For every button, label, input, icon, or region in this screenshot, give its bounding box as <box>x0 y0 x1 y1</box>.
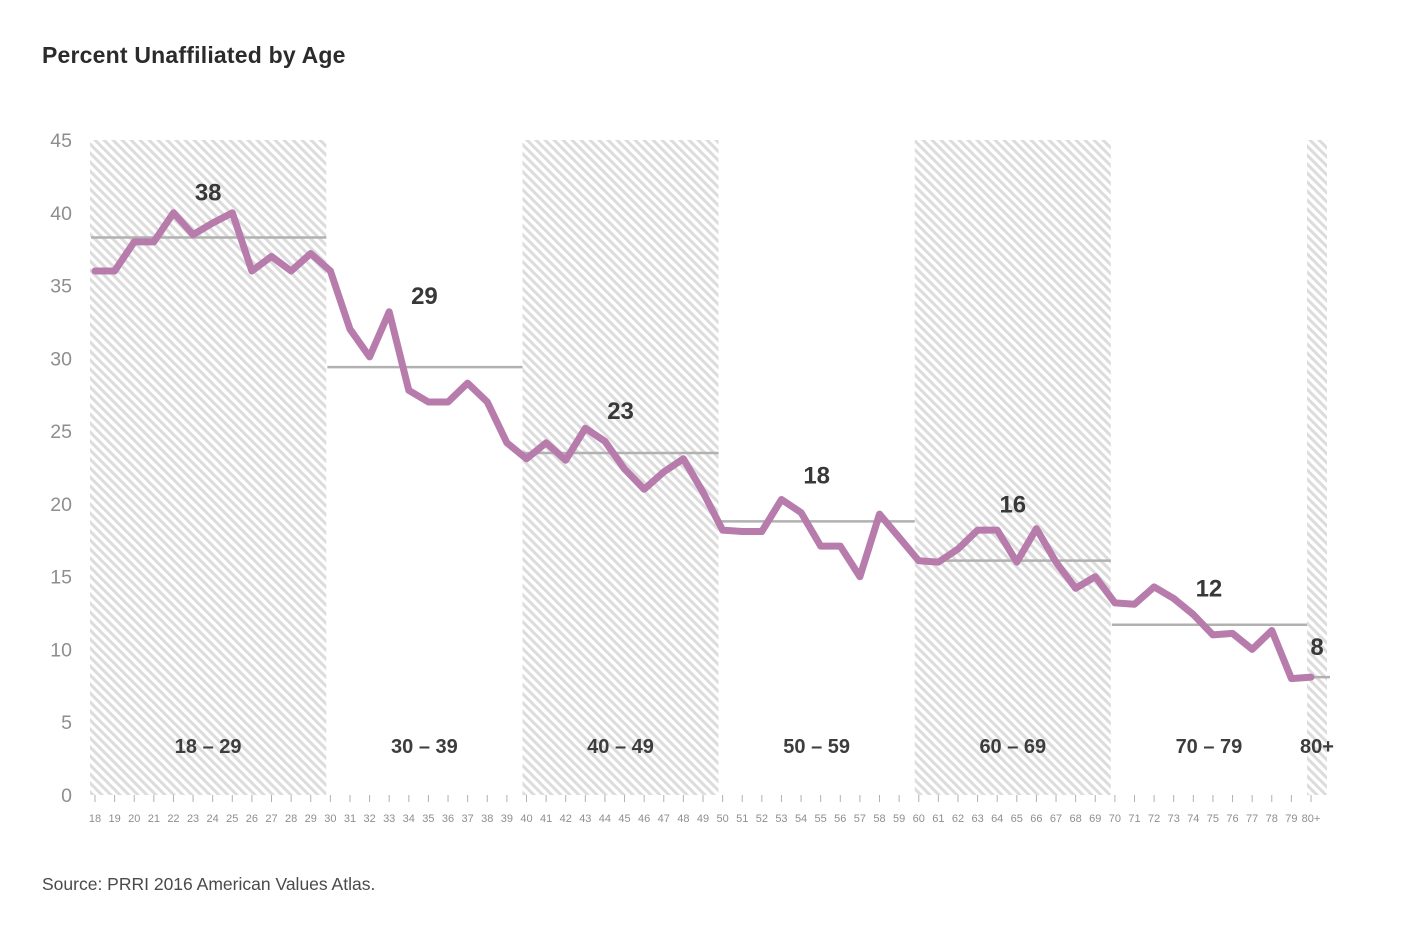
x-axis-label-51: 51 <box>736 813 748 825</box>
x-axis-label-49: 49 <box>697 813 709 825</box>
x-axis-label-77: 77 <box>1246 813 1258 825</box>
y-axis-label-0: 0 <box>61 785 72 807</box>
age-group-label-80+: 80+ <box>1300 736 1334 758</box>
x-axis-label-50: 50 <box>716 813 728 825</box>
avg-value-label-16: 16 <box>999 492 1026 519</box>
x-axis-label-58: 58 <box>873 813 885 825</box>
x-axis-label-68: 68 <box>1070 813 1082 825</box>
x-axis-label-61: 61 <box>932 813 944 825</box>
x-axis-label-66: 66 <box>1030 813 1042 825</box>
x-axis-label-19: 19 <box>108 813 120 825</box>
y-axis-label-45: 45 <box>50 130 72 152</box>
x-axis-label-36: 36 <box>442 813 454 825</box>
x-axis-label-53: 53 <box>775 813 787 825</box>
x-axis-label-32: 32 <box>363 813 375 825</box>
x-axis-label-23: 23 <box>187 813 199 825</box>
x-axis-label-25: 25 <box>226 813 238 825</box>
x-axis-label-73: 73 <box>1168 813 1180 825</box>
source-note: Source: PRRI 2016 American Values Atlas. <box>42 874 376 894</box>
x-axis-label-40: 40 <box>520 813 532 825</box>
age-group-label-70–79: 70 – 79 <box>1176 736 1243 758</box>
age-group-label-40–49: 40 – 49 <box>587 736 654 758</box>
x-axis-label-21: 21 <box>148 813 160 825</box>
x-axis-label-78: 78 <box>1266 813 1278 825</box>
x-axis-label-47: 47 <box>658 813 670 825</box>
x-axis-label-39: 39 <box>501 813 513 825</box>
x-axis-label-26: 26 <box>246 813 258 825</box>
age-group-label-30–39: 30 – 39 <box>391 736 458 758</box>
x-axis-label-45: 45 <box>618 813 630 825</box>
x-axis-label-41: 41 <box>540 813 552 825</box>
x-axis-label-74: 74 <box>1187 813 1199 825</box>
x-axis-label-48: 48 <box>677 813 689 825</box>
x-axis-label-44: 44 <box>599 813 611 825</box>
age-band-30–39 <box>326 140 523 795</box>
x-axis-label-62: 62 <box>952 813 964 825</box>
x-axis-label-60: 60 <box>913 813 925 825</box>
x-axis-label-64: 64 <box>991 813 1003 825</box>
y-axis-label-35: 35 <box>50 276 72 298</box>
avg-value-label-8: 8 <box>1310 634 1323 661</box>
age-band-80+ <box>1307 140 1327 795</box>
x-axis-label-34: 34 <box>403 813 415 825</box>
x-axis-label-37: 37 <box>462 813 474 825</box>
x-axis-label-70: 70 <box>1109 813 1121 825</box>
y-axis-label-15: 15 <box>50 567 72 589</box>
x-axis-label-29: 29 <box>305 813 317 825</box>
y-axis-label-40: 40 <box>50 203 72 225</box>
x-axis-label-28: 28 <box>285 813 297 825</box>
x-axis-label-42: 42 <box>560 813 572 825</box>
chart-title: Percent Unaffiliated by Age <box>42 42 346 68</box>
x-axis-label-24: 24 <box>207 813 219 825</box>
x-axis-label-27: 27 <box>265 813 277 825</box>
x-axis-label-63: 63 <box>971 813 983 825</box>
y-axis-label-25: 25 <box>50 421 72 443</box>
x-axis-label-38: 38 <box>481 813 493 825</box>
x-axis-label-30: 30 <box>324 813 336 825</box>
x-axis-label-76: 76 <box>1226 813 1238 825</box>
age-band-70–79 <box>1110 140 1307 795</box>
x-axis-label-55: 55 <box>815 813 827 825</box>
x-axis-label-43: 43 <box>579 813 591 825</box>
x-axis-label-18: 18 <box>89 813 101 825</box>
age-band-50–59 <box>718 140 915 795</box>
avg-value-label-29: 29 <box>411 283 438 310</box>
x-axis-label-79: 79 <box>1285 813 1297 825</box>
x-axis-label-80+: 80+ <box>1302 813 1321 825</box>
y-axis-label-10: 10 <box>50 639 72 661</box>
x-axis-label-71: 71 <box>1128 813 1140 825</box>
avg-value-label-18: 18 <box>803 462 830 489</box>
x-axis-label-57: 57 <box>854 813 866 825</box>
age-group-label-18–29: 18 – 29 <box>175 736 242 758</box>
x-axis-label-72: 72 <box>1148 813 1160 825</box>
x-axis-label-54: 54 <box>795 813 807 825</box>
y-axis-label-20: 20 <box>50 494 72 516</box>
x-axis-label-65: 65 <box>1011 813 1023 825</box>
x-axis-label-22: 22 <box>167 813 179 825</box>
avg-value-label-23: 23 <box>607 398 634 425</box>
data-line-percent-unaffiliated <box>91 209 1315 683</box>
x-axis-label-31: 31 <box>344 813 356 825</box>
x-axis-label-59: 59 <box>893 813 905 825</box>
avg-value-label-12: 12 <box>1196 576 1223 603</box>
x-axis-label-75: 75 <box>1207 813 1219 825</box>
x-axis-label-56: 56 <box>834 813 846 825</box>
age-group-label-60–69: 60 – 69 <box>979 736 1046 758</box>
x-axis-label-33: 33 <box>383 813 395 825</box>
y-axis-label-30: 30 <box>50 348 72 370</box>
x-axis-label-67: 67 <box>1050 813 1062 825</box>
age-group-label-50–59: 50 – 59 <box>783 736 850 758</box>
x-axis-label-35: 35 <box>422 813 434 825</box>
x-axis-label-20: 20 <box>128 813 140 825</box>
x-axis-label-52: 52 <box>756 813 768 825</box>
avg-value-label-38: 38 <box>195 180 222 207</box>
y-axis-label-5: 5 <box>61 712 72 734</box>
age-band-60–69 <box>914 140 1111 795</box>
x-axis-label-69: 69 <box>1089 813 1101 825</box>
x-axis-label-46: 46 <box>638 813 650 825</box>
